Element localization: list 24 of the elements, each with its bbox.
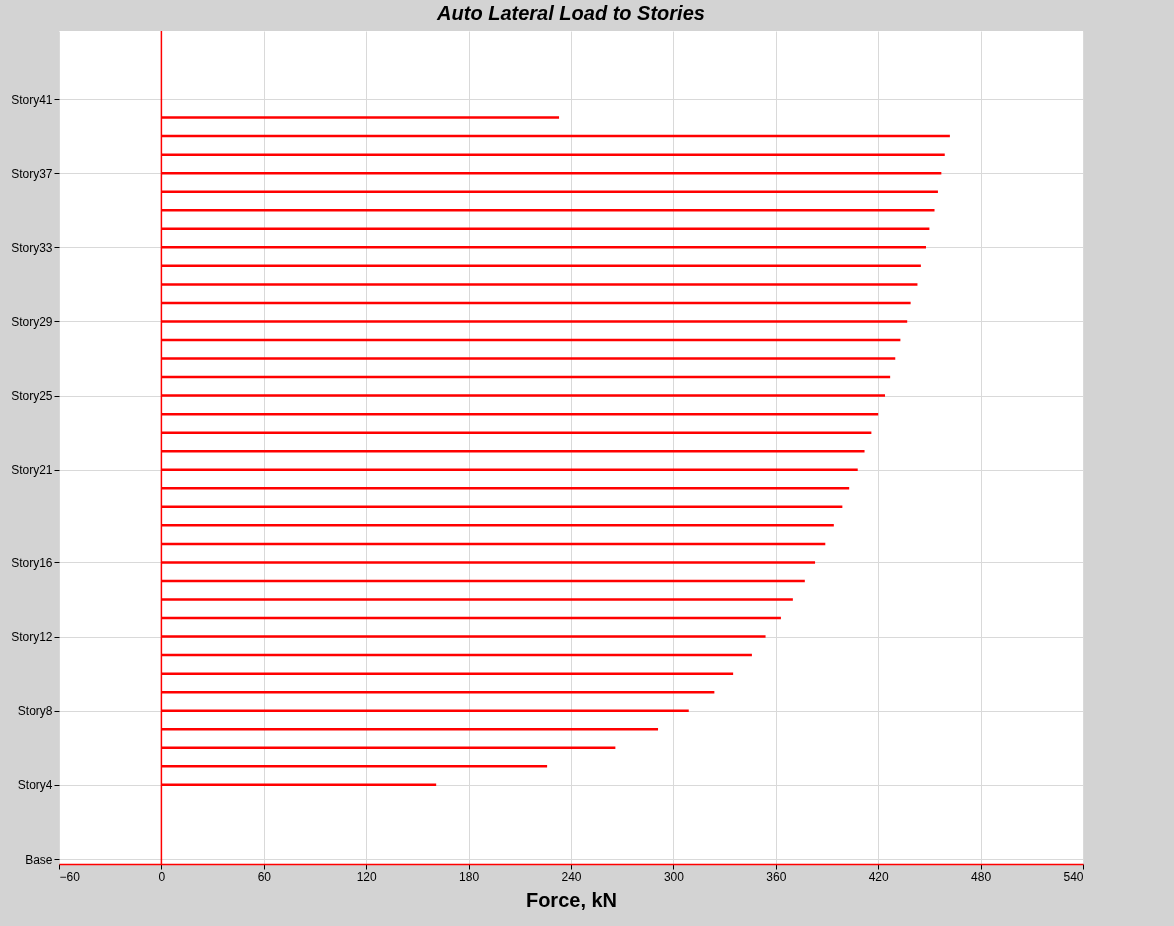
x-tick-label: 120 (356, 869, 378, 884)
x-tick-label: 540 (1063, 869, 1084, 884)
chart-title: Auto Lateral Load to Stories (436, 2, 705, 25)
x-tick-label: 0 (158, 869, 166, 884)
y-tick-label: Story8 (17, 704, 53, 719)
x-tick-label: 360 (766, 869, 787, 884)
x-tick-label: 420 (868, 869, 890, 884)
y-tick-label: Story37 (11, 166, 53, 181)
y-tick-label: Story41 (11, 92, 53, 107)
x-tick-label: −60 (59, 869, 81, 884)
x-tick-label: 300 (663, 869, 685, 884)
y-tick-label: Base (25, 852, 53, 867)
x-tick-label: 60 (257, 869, 272, 884)
y-tick-label: Story16 (11, 555, 53, 570)
x-tick-label: 180 (459, 869, 480, 884)
y-tick-label: Story33 (11, 240, 53, 255)
x-tick-label: 240 (561, 869, 582, 884)
y-tick-label: Story25 (11, 389, 53, 404)
y-tick-label: Story12 (11, 630, 53, 645)
x-axis-title: Force, kN (525, 888, 618, 911)
y-tick-label: Story4 (17, 778, 53, 793)
x-tick-label: 480 (971, 869, 992, 884)
y-tick-label: Story21 (11, 463, 53, 478)
y-tick-label: Story29 (11, 314, 53, 329)
